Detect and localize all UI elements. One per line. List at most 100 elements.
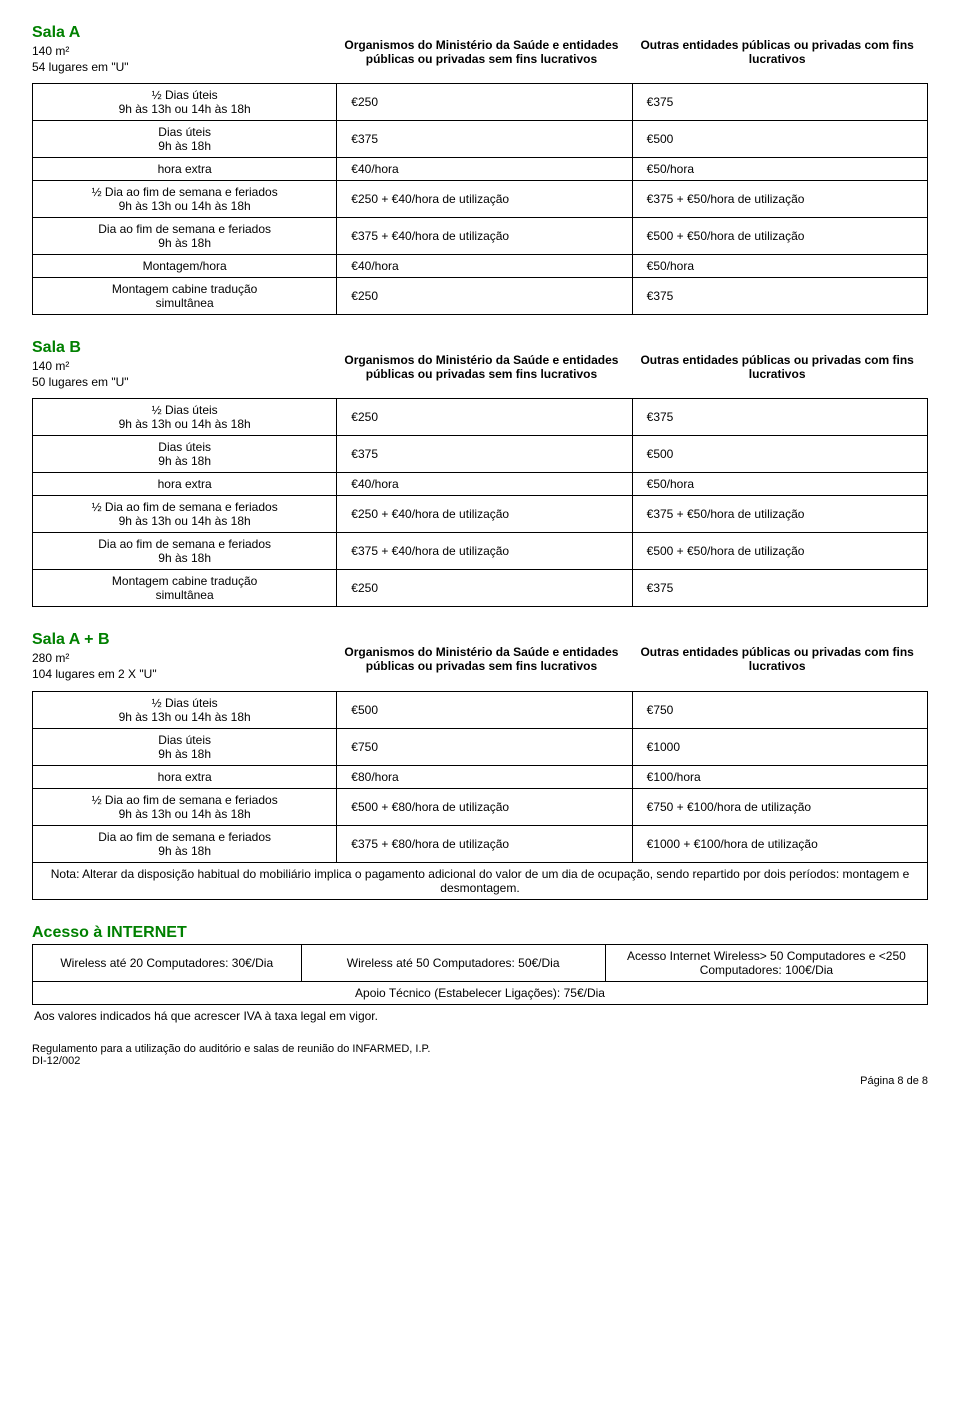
row-value-a: €40/hora xyxy=(337,255,632,278)
internet-support: Apoio Técnico (Estabelecer Ligações): 75… xyxy=(33,981,928,1004)
row-value-a: €250 + €40/hora de utilização xyxy=(337,181,632,218)
table-row: Dias úteis9h às 18h€750€1000 xyxy=(33,728,928,765)
internet-cell-1: Wireless até 20 Computadores: 30€/Dia xyxy=(33,944,302,981)
row-value-b: €50/hora xyxy=(632,158,927,181)
table-note-row: Nota: Alterar da disposição habitual do … xyxy=(33,862,928,899)
sala-b-area: 140 m² xyxy=(32,359,331,375)
row-label: Montagem cabine traduçãosimultânea xyxy=(33,278,337,315)
sala-ab-title: Sala A + B xyxy=(32,631,331,649)
row-value-b: €375 xyxy=(632,84,927,121)
row-value-b: €750 xyxy=(632,691,927,728)
internet-title: Acesso à INTERNET xyxy=(32,924,928,942)
table-row: Montagem cabine traduçãosimultânea€250€3… xyxy=(33,570,928,607)
row-value-a: €40/hora xyxy=(337,473,632,496)
row-label: Dia ao fim de semana e feriados9h às 18h xyxy=(33,533,337,570)
row-label: Dia ao fim de semana e feriados9h às 18h xyxy=(33,825,337,862)
row-label: ½ Dia ao fim de semana e feriados9h às 1… xyxy=(33,788,337,825)
row-value-b: €100/hora xyxy=(632,765,927,788)
table-row: ½ Dias úteis9h às 13h ou 14h às 18h€250€… xyxy=(33,84,928,121)
row-value-b: €375 xyxy=(632,278,927,315)
row-label: ½ Dia ao fim de semana e feriados9h às 1… xyxy=(33,181,337,218)
sala-a-col-b: Outras entidades públicas ou privadas co… xyxy=(632,24,928,81)
table-row: Dia ao fim de semana e feriados9h às 18h… xyxy=(33,825,928,862)
table-row: ½ Dia ao fim de semana e feriados9h às 1… xyxy=(33,181,928,218)
row-label: Dias úteis9h às 18h xyxy=(33,436,337,473)
row-value-b: €375 xyxy=(632,570,927,607)
sala-ab-header: Sala A + B 280 m² 104 lugares em 2 X "U"… xyxy=(32,631,928,688)
sala-a-capacity: 54 lugares em "U" xyxy=(32,60,331,76)
row-value-b: €500 xyxy=(632,121,927,158)
internet-cell-3: Acesso Internet Wireless> 50 Computadore… xyxy=(605,944,927,981)
footer-line1: Regulamento para a utilização do auditór… xyxy=(32,1043,928,1055)
row-label: Montagem cabine traduçãosimultânea xyxy=(33,570,337,607)
row-value-b: €375 + €50/hora de utilização xyxy=(632,496,927,533)
row-value-b: €1000 + €100/hora de utilização xyxy=(632,825,927,862)
row-label: ½ Dias úteis9h às 13h ou 14h às 18h xyxy=(33,691,337,728)
table-row: ½ Dias úteis9h às 13h ou 14h às 18h€250€… xyxy=(33,399,928,436)
internet-cell-2: Wireless até 50 Computadores: 50€/Dia xyxy=(301,944,605,981)
sala-ab-table: ½ Dias úteis9h às 13h ou 14h às 18h€500€… xyxy=(32,691,928,900)
sala-ab-area: 280 m² xyxy=(32,651,331,667)
sala-b-col-b: Outras entidades públicas ou privadas co… xyxy=(632,339,928,396)
row-value-a: €40/hora xyxy=(337,158,632,181)
row-value-a: €250 + €40/hora de utilização xyxy=(337,496,632,533)
row-label: Montagem/hora xyxy=(33,255,337,278)
sala-a-area: 140 m² xyxy=(32,44,331,60)
row-label: ½ Dias úteis9h às 13h ou 14h às 18h xyxy=(33,399,337,436)
row-value-b: €375 + €50/hora de utilização xyxy=(632,181,927,218)
row-label: Dias úteis9h às 18h xyxy=(33,728,337,765)
row-label: Dias úteis9h às 18h xyxy=(33,121,337,158)
row-value-a: €750 xyxy=(337,728,632,765)
footer-line2: DI-12/002 xyxy=(32,1055,928,1067)
sala-b-title: Sala B xyxy=(32,339,331,357)
row-value-a: €80/hora xyxy=(337,765,632,788)
row-value-a: €500 xyxy=(337,691,632,728)
row-value-a: €375 xyxy=(337,436,632,473)
table-row: hora extra€40/hora€50/hora xyxy=(33,473,928,496)
row-label: ½ Dias úteis9h às 13h ou 14h às 18h xyxy=(33,84,337,121)
sala-b-table: ½ Dias úteis9h às 13h ou 14h às 18h€250€… xyxy=(32,398,928,607)
table-row: ½ Dias úteis9h às 13h ou 14h às 18h€500€… xyxy=(33,691,928,728)
row-value-a: €500 + €80/hora de utilização xyxy=(337,788,632,825)
table-row: Montagem cabine traduçãosimultânea€250€3… xyxy=(33,278,928,315)
row-value-b: €500 + €50/hora de utilização xyxy=(632,218,927,255)
table-row: Montagem/hora€40/hora€50/hora xyxy=(33,255,928,278)
table-row: ½ Dia ao fim de semana e feriados9h às 1… xyxy=(33,496,928,533)
sala-ab-capacity: 104 lugares em 2 X "U" xyxy=(32,667,331,683)
table-row: Dia ao fim de semana e feriados9h às 18h… xyxy=(33,533,928,570)
row-value-a: €375 + €40/hora de utilização xyxy=(337,533,632,570)
row-value-b: €750 + €100/hora de utilização xyxy=(632,788,927,825)
row-value-b: €375 xyxy=(632,399,927,436)
row-value-a: €375 + €80/hora de utilização xyxy=(337,825,632,862)
row-value-b: €50/hora xyxy=(632,473,927,496)
table-row: hora extra€80/hora€100/hora xyxy=(33,765,928,788)
row-value-a: €250 xyxy=(337,570,632,607)
table-row: Dia ao fim de semana e feriados9h às 18h… xyxy=(33,218,928,255)
row-value-b: €50/hora xyxy=(632,255,927,278)
internet-table: Wireless até 20 Computadores: 30€/Dia Wi… xyxy=(32,944,928,1005)
internet-footnote: Aos valores indicados há que acrescer IV… xyxy=(34,1009,928,1023)
table-row: Dias úteis9h às 18h€375€500 xyxy=(33,436,928,473)
sala-b-capacity: 50 lugares em "U" xyxy=(32,375,331,391)
row-value-b: €500 xyxy=(632,436,927,473)
row-value-a: €250 xyxy=(337,84,632,121)
row-value-a: €250 xyxy=(337,399,632,436)
footer: Regulamento para a utilização do auditór… xyxy=(32,1043,928,1067)
row-label: hora extra xyxy=(33,158,337,181)
row-value-a: €375 + €40/hora de utilização xyxy=(337,218,632,255)
sala-b-header: Sala B 140 m² 50 lugares em "U" Organism… xyxy=(32,339,928,396)
row-value-a: €250 xyxy=(337,278,632,315)
table-row: ½ Dia ao fim de semana e feriados9h às 1… xyxy=(33,788,928,825)
sala-b-col-a: Organismos do Ministério da Saúde e enti… xyxy=(337,339,633,396)
row-label: hora extra xyxy=(33,473,337,496)
row-value-a: €375 xyxy=(337,121,632,158)
sala-a-table: ½ Dias úteis9h às 13h ou 14h às 18h€250€… xyxy=(32,83,928,315)
row-label: ½ Dia ao fim de semana e feriados9h às 1… xyxy=(33,496,337,533)
page-number: Página 8 de 8 xyxy=(32,1075,928,1087)
sala-a-title: Sala A xyxy=(32,24,331,42)
table-note: Nota: Alterar da disposição habitual do … xyxy=(33,862,928,899)
row-value-b: €1000 xyxy=(632,728,927,765)
sala-a-header: Sala A 140 m² 54 lugares em "U" Organism… xyxy=(32,24,928,81)
sala-a-col-a: Organismos do Ministério da Saúde e enti… xyxy=(337,24,633,81)
sala-ab-col-b: Outras entidades públicas ou privadas co… xyxy=(632,631,928,688)
